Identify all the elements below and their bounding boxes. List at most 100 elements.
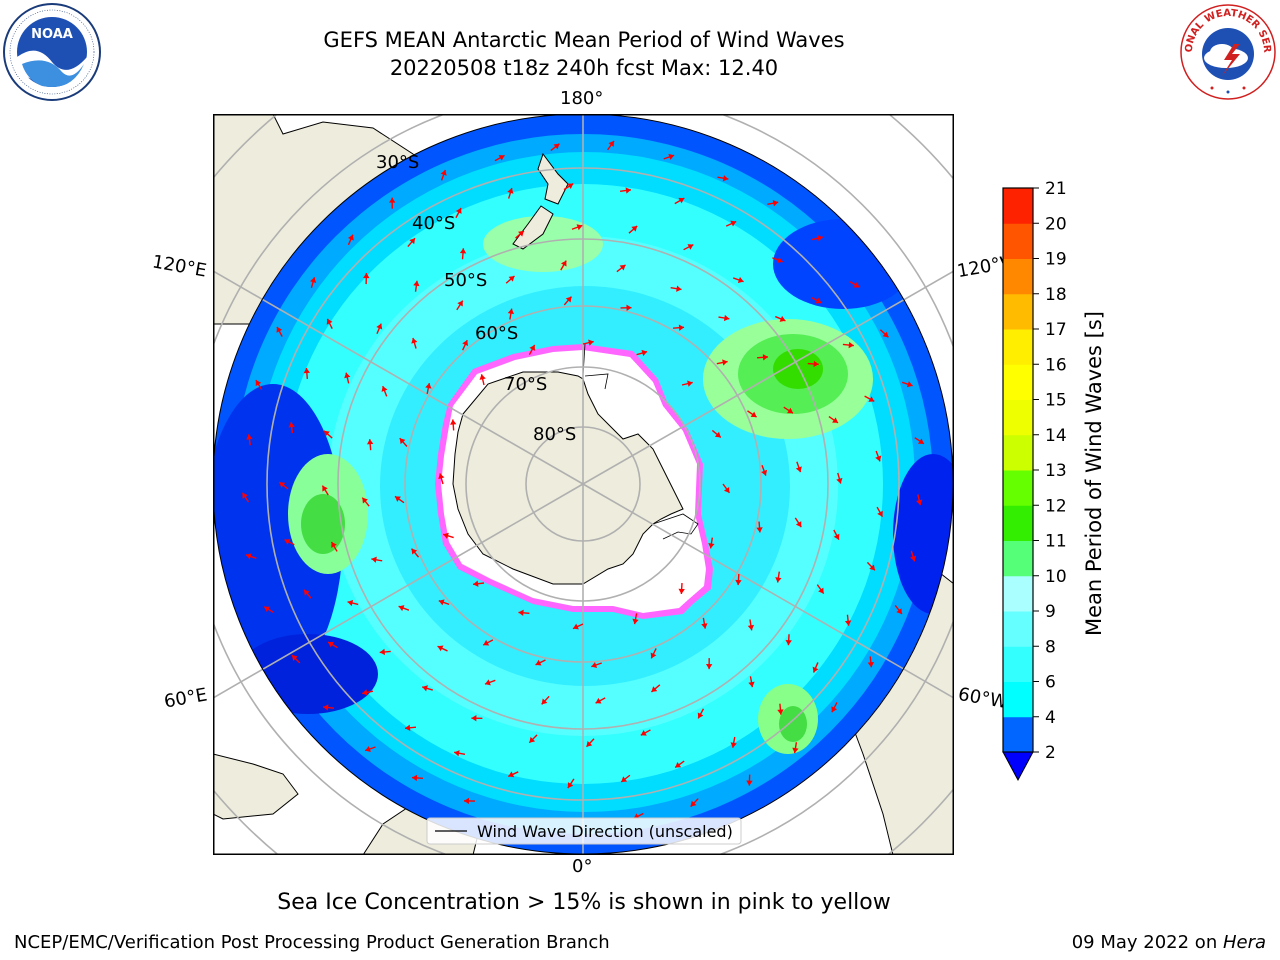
wind-wave-arrowhead bbox=[279, 482, 286, 488]
wind-wave-arrowhead bbox=[507, 187, 514, 194]
colorbar-extend-triangle bbox=[1002, 751, 1034, 782]
wind-wave-arrowhead bbox=[411, 548, 418, 555]
colorbar-segment bbox=[1003, 681, 1033, 718]
wind-wave-arrowhead bbox=[795, 521, 802, 528]
wind-wave-arrowhead bbox=[678, 197, 685, 204]
wind-wave-arrowhead bbox=[867, 662, 875, 668]
wind-wave-arrowhead bbox=[437, 645, 444, 652]
colorbar-tick-label: 21 bbox=[1045, 180, 1067, 199]
wind-wave-arrowhead bbox=[762, 354, 769, 361]
colorbar-tick-label: 20 bbox=[1045, 214, 1067, 234]
wind-wave-arrowhead bbox=[608, 140, 614, 147]
colorbar-segment bbox=[1003, 575, 1033, 612]
wind-wave-arrowhead bbox=[832, 417, 838, 423]
wind-wave-arrowhead bbox=[326, 318, 333, 325]
footer-branch: NCEP/EMC/Verification Post Processing Pr… bbox=[14, 932, 610, 953]
wind-wave-arrowhead bbox=[323, 704, 329, 711]
colorbar-tick-label: 13 bbox=[1045, 461, 1067, 481]
wind-wave-arrowhead bbox=[462, 340, 469, 347]
wind-wave-arrowhead bbox=[844, 620, 852, 626]
wind-wave-arrowhead bbox=[775, 577, 782, 583]
wind-wave-arrowhead bbox=[906, 381, 913, 388]
colorbar-tick-label: 4 bbox=[1045, 708, 1056, 728]
colorbar-tick-label: 17 bbox=[1045, 320, 1067, 340]
wind-wave-arrowhead bbox=[831, 706, 838, 713]
wind-wave-arrowhead bbox=[479, 374, 486, 380]
lat-label-40s: 40°S bbox=[412, 213, 456, 234]
wind-wave-arrowhead bbox=[705, 664, 713, 670]
wind-wave-arrowhead bbox=[678, 588, 685, 594]
colorbar-ticks: 2 4 6 8 9 10 11 12 13 14 15 16 17 18 19 20 21 bbox=[1033, 180, 1067, 763]
wind-wave-arrowhead bbox=[411, 337, 418, 344]
wind-wave-arrowhead bbox=[323, 430, 330, 437]
colorbar-segment bbox=[1003, 716, 1033, 753]
wind-wave-arrowhead bbox=[443, 532, 449, 539]
wind-wave-arrowhead bbox=[457, 300, 463, 307]
wind-wave-arrowhead bbox=[916, 499, 923, 506]
wind-wave-arrowhead bbox=[455, 207, 462, 214]
colorbar-segment bbox=[1003, 329, 1033, 365]
colorbar-tick-label: 9 bbox=[1045, 602, 1056, 622]
colorbar-segment bbox=[1003, 258, 1033, 295]
wind-wave-arrowhead bbox=[567, 782, 574, 789]
wind-wave-arrowhead bbox=[425, 383, 432, 389]
colorbar-segment bbox=[1003, 505, 1033, 541]
wind-wave-arrowhead bbox=[650, 652, 657, 659]
wind-wave-arrowhead bbox=[366, 439, 374, 445]
wind-wave-arrowhead bbox=[882, 331, 889, 338]
lat-label-50s: 50°S bbox=[444, 270, 488, 291]
wind-wave-arrowhead bbox=[255, 380, 262, 387]
wind-wave-arrowhead bbox=[246, 434, 253, 440]
wind-wave-arrowhead bbox=[772, 200, 779, 207]
wind-wave-arrowhead bbox=[541, 698, 548, 705]
colorbar-segment bbox=[1003, 646, 1033, 682]
wind-wave-arrowhead bbox=[750, 411, 757, 418]
wind-wave-arrowhead bbox=[722, 175, 729, 182]
wind-wave-arrowhead bbox=[344, 372, 351, 379]
wind-wave-arrowhead bbox=[748, 681, 755, 688]
footer-date-text: 09 May 2022 on bbox=[1071, 932, 1223, 953]
wind-wave-arrowhead bbox=[746, 780, 753, 786]
lon-label-60e: 60°E bbox=[162, 684, 209, 713]
wind-wave-arrowhead bbox=[518, 609, 524, 617]
wind-wave-arrowhead bbox=[413, 280, 420, 287]
wind-wave-arrowhead bbox=[730, 220, 737, 227]
wind-wave-arrowhead bbox=[626, 304, 632, 311]
wind-wave-arrowhead bbox=[438, 473, 445, 480]
colorbar-tick-label: 10 bbox=[1045, 567, 1067, 587]
colorbar-tick-label: 2 bbox=[1045, 743, 1056, 763]
wind-wave-arrowhead bbox=[833, 533, 840, 540]
wind-wave-arrowhead bbox=[485, 679, 491, 686]
wind-wave-arrowhead bbox=[687, 380, 693, 387]
nws-logo-icon: NATIONAL WEATHER SERVICE bbox=[1178, 2, 1276, 100]
colorbar-tick-label: 8 bbox=[1045, 637, 1056, 657]
wind-wave-arrowhead bbox=[508, 275, 515, 282]
colorbar-tick-label: 16 bbox=[1045, 355, 1067, 375]
wind-wave-arrowhead bbox=[347, 599, 354, 607]
wind-wave-arrowhead bbox=[411, 774, 418, 782]
wind-wave-arrowhead bbox=[714, 431, 721, 438]
wind-wave-arrowhead bbox=[459, 248, 467, 254]
wind-wave-arrowhead bbox=[284, 539, 291, 545]
wind-wave-arrowhead bbox=[701, 623, 708, 629]
colorbar-segment bbox=[1003, 188, 1033, 224]
wind-wave-arrowhead bbox=[440, 169, 447, 176]
wind-wave-arrowhead bbox=[422, 685, 428, 692]
wind-wave-arrowhead bbox=[917, 438, 924, 444]
wind-wave-arrowhead bbox=[675, 761, 682, 768]
wind-wave-arrowhead bbox=[848, 341, 854, 349]
lat-label-70s: 70°S bbox=[504, 374, 548, 395]
colorbar-segment bbox=[1003, 399, 1033, 436]
wind-wave-arrowhead bbox=[586, 740, 593, 747]
colorbar-segment bbox=[1003, 540, 1033, 577]
wind-wave-arrowhead bbox=[777, 709, 784, 715]
colorbar: 2 4 6 8 9 10 11 12 13 14 15 16 17 18 19 20 21 bbox=[1002, 180, 1067, 782]
wind-wave-arrowhead bbox=[518, 230, 524, 237]
lon-label-0: 0° bbox=[572, 856, 593, 877]
wind-wave-arrowhead bbox=[869, 564, 875, 571]
wind-wave-arrowhead bbox=[619, 264, 626, 271]
wind-wave-arrowhead bbox=[303, 589, 310, 596]
wind-wave-arrowhead bbox=[379, 648, 385, 656]
wind-wave-arrowhead bbox=[483, 639, 490, 646]
wind-wave-arrowhead bbox=[640, 730, 647, 736]
